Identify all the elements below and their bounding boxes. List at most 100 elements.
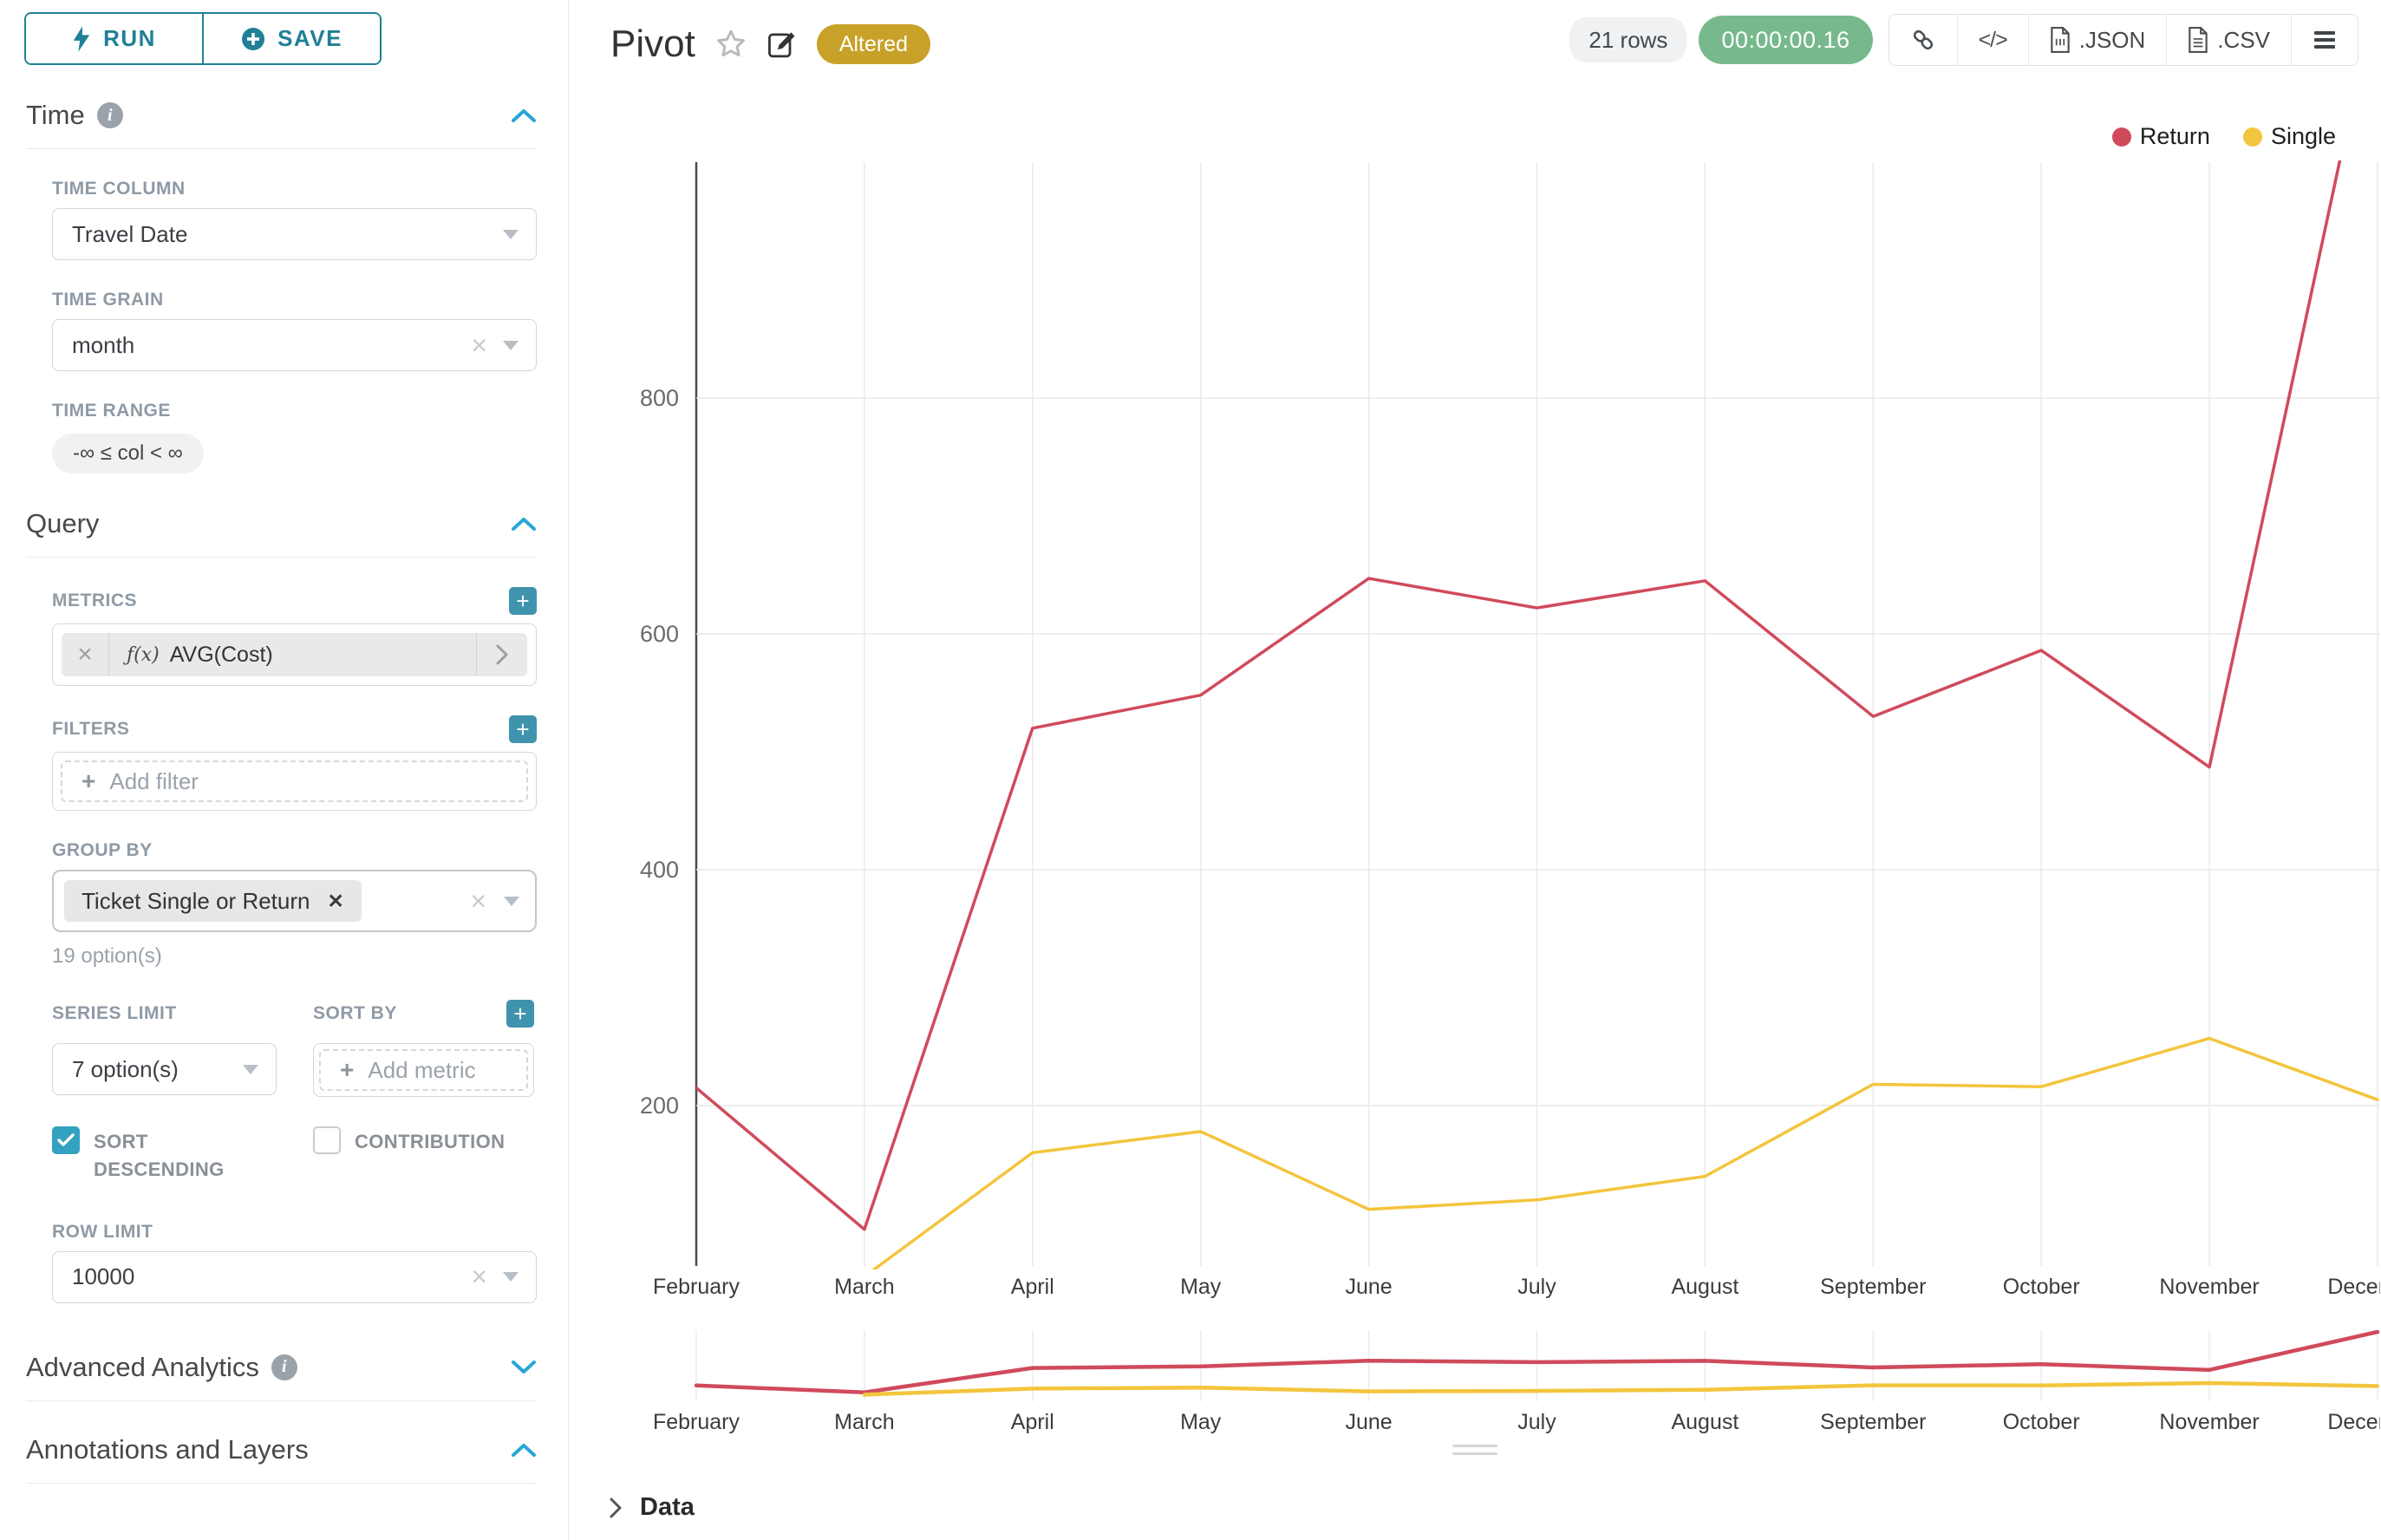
chevron-up-icon[interactable] [511, 108, 537, 123]
x-axis-tick-label: September [1820, 1275, 1926, 1299]
time-column-select[interactable]: Travel Date [52, 208, 537, 260]
y-axis-tick-label: 600 [640, 621, 679, 647]
sort-descending-checkbox[interactable]: SORT DESCENDING [52, 1126, 277, 1184]
query-duration-badge: 00:00:00.16 [1699, 16, 1873, 64]
legend-item-return[interactable]: Return [2111, 123, 2210, 150]
mini-series-line-single [862, 1380, 2380, 1397]
chevron-right-icon [610, 1498, 622, 1517]
row-limit-value: 10000 [72, 1263, 135, 1290]
contribution-checkbox[interactable]: CONTRIBUTION [313, 1126, 534, 1184]
chevron-right-icon[interactable] [476, 633, 527, 676]
x-axis-tick-label: July [1517, 1275, 1556, 1299]
range-selector-chart[interactable]: February March April May June July August Septe… [569, 1323, 2380, 1440]
legend-dot [2242, 127, 2262, 147]
add-filter-placeholder: Add filter [109, 767, 199, 794]
chart-title: Pivot [610, 23, 695, 65]
export-csv-button[interactable]: .CSV [2166, 15, 2291, 65]
x-axis-tick-label: November [2159, 1275, 2259, 1299]
remove-metric-icon[interactable]: × [62, 633, 109, 676]
view-query-button[interactable]: </> [1956, 15, 2028, 65]
x-axis-tick-label: October [2003, 1275, 2080, 1299]
lightning-icon [73, 25, 90, 52]
time-grain-select[interactable]: month × [52, 319, 537, 371]
chevron-down-icon[interactable] [511, 1360, 537, 1375]
remove-tag-icon[interactable]: ✕ [327, 889, 344, 912]
clear-icon[interactable]: × [470, 884, 486, 917]
chevron-up-icon[interactable] [511, 1442, 537, 1458]
time-grain-value: month [72, 331, 135, 358]
series-line-single [871, 1036, 2379, 1269]
divider [26, 557, 537, 558]
caret-down-icon [503, 1272, 519, 1282]
plus-icon: + [340, 1056, 355, 1083]
copy-link-button[interactable] [1888, 15, 1957, 65]
edit-icon[interactable] [766, 29, 798, 60]
x-axis-tick-label: August [1671, 1275, 1738, 1299]
section-query: Query METRICS + × ƒ(x) AVG(Cost) [0, 508, 568, 1303]
caret-down-icon [504, 896, 519, 906]
mini-x-axis-tick-label: October [2003, 1410, 2080, 1434]
metrics-box: × ƒ(x) AVG(Cost) [52, 623, 537, 686]
legend-item-single[interactable]: Single [2242, 123, 2336, 150]
plus-circle-icon [242, 27, 265, 50]
star-icon[interactable] [714, 28, 747, 61]
export-json-button[interactable]: .JSON [2027, 15, 2167, 65]
export-button-group: </> .JSON .CSV [1888, 14, 2358, 66]
clear-icon[interactable]: × [471, 329, 487, 361]
add-filter-button[interactable]: + [509, 715, 537, 743]
chart-area: Pivot Altered 21 rows 00:00:00.16 </> .J… [569, 0, 2381, 1540]
chevron-up-icon[interactable] [511, 516, 537, 532]
x-axis-tick-label: February [653, 1275, 740, 1299]
line-chart: 200 400 600 800 February March April May June Jul… [640, 160, 2380, 1299]
section-annotations: Annotations and Layers [0, 1434, 568, 1484]
filters-label: FILTERS [52, 719, 130, 739]
mini-x-axis-tick-label: May [1180, 1410, 1222, 1434]
metric-name: AVG(Cost) [169, 642, 273, 667]
group-by-pill[interactable]: Ticket Single or Return ✕ [64, 880, 362, 922]
section-time: Time i TIME COLUMN Travel Date TIME GRAI… [0, 100, 568, 473]
run-button[interactable]: RUN [26, 14, 202, 63]
plus-icon: + [82, 767, 96, 794]
mini-series-line-return [694, 1329, 2380, 1394]
series-limit-select[interactable]: 7 option(s) [52, 1043, 277, 1095]
time-range-pill[interactable]: -∞ ≤ col < ∞ [52, 434, 204, 473]
x-axis-tick-label: March [834, 1275, 894, 1299]
info-icon[interactable]: i [96, 102, 123, 128]
row-limit-select[interactable]: 10000 × [52, 1250, 537, 1303]
add-filter-dropzone[interactable]: + Add filter [61, 760, 528, 802]
altered-badge: Altered [816, 24, 931, 64]
checkbox-checked-icon [52, 1126, 80, 1154]
divider [26, 1400, 537, 1401]
group-by-select[interactable]: Ticket Single or Return ✕ × [52, 870, 537, 932]
mini-x-axis-tick-label: April [1011, 1410, 1054, 1434]
mini-x-axis-tick-label: February [653, 1410, 740, 1434]
add-metric-button[interactable]: + [509, 587, 537, 615]
hamburger-icon [2314, 31, 2335, 49]
chart-legend: Return Single [2111, 123, 2336, 150]
mini-x-axis-tick-label: March [834, 1410, 894, 1434]
x-axis-tick-label: June [1345, 1275, 1392, 1299]
time-column-label: TIME COLUMN [52, 179, 186, 199]
caret-down-icon [503, 340, 519, 350]
time-grain-label: TIME GRAIN [52, 290, 164, 310]
clear-icon[interactable]: × [471, 1261, 487, 1293]
group-by-label: GROUP BY [52, 840, 153, 860]
control-panel: RUN SAVE Time i TIME COLUMN Travel Date [0, 0, 569, 1540]
code-icon: </> [1978, 27, 2008, 52]
metric-pill[interactable]: × ƒ(x) AVG(Cost) [62, 633, 527, 676]
save-button[interactable]: SAVE [202, 14, 380, 63]
group-by-value: Ticket Single or Return [82, 887, 310, 914]
data-panel-toggle[interactable]: Data [609, 1493, 695, 1522]
resize-handle[interactable] [1452, 1445, 1497, 1455]
time-range-label: TIME RANGE [52, 401, 171, 421]
x-axis-tick-label: April [1011, 1275, 1054, 1299]
add-sort-metric-dropzone[interactable]: + Add metric [319, 1049, 528, 1091]
data-panel-label: Data [640, 1493, 695, 1521]
checkbox-unchecked-icon [313, 1126, 341, 1154]
menu-button[interactable] [2291, 15, 2358, 65]
add-sort-metric-button[interactable]: + [506, 1000, 534, 1028]
time-section-title: Time [26, 100, 85, 130]
legend-label: Single [2270, 123, 2336, 149]
info-icon[interactable]: i [271, 1354, 297, 1380]
